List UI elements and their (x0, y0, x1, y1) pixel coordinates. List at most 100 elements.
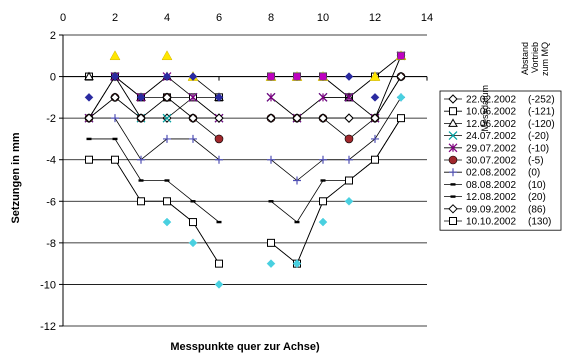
data-point (162, 217, 172, 227)
x-axis-label: Messpunkte quer zur Achse) (170, 341, 320, 353)
data-point (188, 113, 198, 123)
y-tick-label: -8 (46, 238, 56, 250)
data-point (111, 155, 119, 164)
legend-entry: 22.02.2002 (-252) (444, 94, 555, 106)
data-point (109, 50, 121, 61)
data-point (371, 155, 379, 164)
data-point (189, 134, 197, 143)
data-point (214, 134, 224, 144)
legend-box (439, 90, 562, 231)
data-point (396, 71, 406, 82)
legend-marker (448, 131, 458, 141)
data-point (397, 114, 405, 123)
data-point (320, 179, 326, 182)
legend-entry: 10.06.2002 (-121) (444, 107, 555, 118)
data-point (319, 155, 327, 164)
legend-header-distance: Vortrieb (530, 42, 540, 73)
legend-distance: (-5) (528, 156, 544, 167)
data-point (111, 114, 119, 123)
data-point (110, 92, 120, 103)
y-tick-label: 2 (50, 30, 56, 42)
data-point (137, 197, 145, 206)
data-point (344, 92, 354, 102)
legend-distance: (10) (528, 180, 546, 191)
data-point (371, 134, 379, 143)
marker-series-3 (162, 93, 406, 289)
series-09.09.2002 (84, 71, 406, 123)
series-line (270, 117, 402, 265)
data-point (189, 218, 197, 227)
legend-distance: (20) (528, 192, 546, 203)
y-axis-label: Setzungen in mm (10, 132, 22, 223)
legend-marker (450, 183, 456, 186)
x-tick-label: 6 (216, 12, 222, 24)
y-tick-label: -12 (40, 321, 56, 333)
data-point (84, 71, 94, 81)
x-tick-label: 8 (268, 12, 274, 24)
series-line (89, 159, 220, 264)
data-point (318, 113, 328, 123)
data-point (396, 93, 406, 102)
legend-date: 22.02.2002 (466, 95, 516, 106)
data-point (136, 93, 146, 102)
series-10.10.2002 (85, 114, 405, 268)
legend-date: 30.07.2002 (466, 156, 516, 167)
legend-marker (449, 168, 457, 177)
data-point (318, 92, 328, 102)
marker-series-2 (267, 52, 405, 81)
data-point (215, 155, 223, 164)
legend-entry: 10.10.2002 (130) (444, 217, 551, 228)
data-point (267, 155, 275, 164)
legend-distance: (-252) (528, 95, 555, 106)
legend-marker (448, 94, 458, 104)
series-line (270, 97, 402, 182)
series-line (89, 159, 220, 264)
x-tick-label: 4 (164, 12, 170, 24)
data-point (266, 113, 276, 123)
legend-header-distance: zum MQ (540, 42, 550, 76)
legend-distance: (-20) (528, 131, 549, 142)
data-point (162, 113, 172, 123)
data-point (344, 72, 354, 81)
legend-date: 02.08.2002 (466, 168, 516, 179)
y-tick-label: -10 (40, 279, 56, 291)
data-point (293, 72, 301, 81)
data-point (84, 93, 94, 102)
legend-header-distance: Abstand (520, 42, 530, 75)
legend-entry: 02.08.2002 (0) (444, 168, 540, 179)
data-point (345, 176, 353, 185)
data-point (318, 217, 328, 227)
series-line (270, 117, 402, 223)
data-point (188, 92, 198, 102)
legend-distance: (86) (528, 204, 546, 215)
x-tick-label: 0 (60, 12, 66, 24)
legend-distance: (-121) (528, 107, 555, 118)
legend-date: 29.07.2002 (466, 143, 516, 154)
data-point (397, 52, 405, 60)
plot-area (84, 50, 407, 289)
data-point (188, 72, 198, 81)
legend-date: 24.07.2002 (466, 131, 516, 142)
data-point (267, 238, 275, 247)
data-point (85, 155, 93, 164)
legend-entry: 24.07.2002 (-20) (444, 131, 549, 142)
data-point (266, 259, 276, 268)
legend-date: 09.09.2002 (466, 204, 516, 215)
legend-entry: 29.07.2002 (-10) (444, 143, 549, 154)
data-point (344, 113, 354, 123)
legend-entry: 30.07.2002 (-5) (444, 156, 544, 167)
data-point (293, 176, 301, 185)
legend-marker (448, 143, 458, 153)
legend-entry: 12.06.2002 (-120) (444, 118, 555, 130)
series-line (88, 75, 220, 119)
x-tick-label: 10 (317, 12, 329, 24)
data-point (319, 197, 327, 206)
data-point (214, 280, 224, 289)
data-point (370, 113, 380, 123)
legend-date: 12.06.2002 (466, 119, 516, 130)
data-point (268, 200, 274, 203)
data-point (266, 92, 276, 102)
data-point (112, 137, 118, 141)
